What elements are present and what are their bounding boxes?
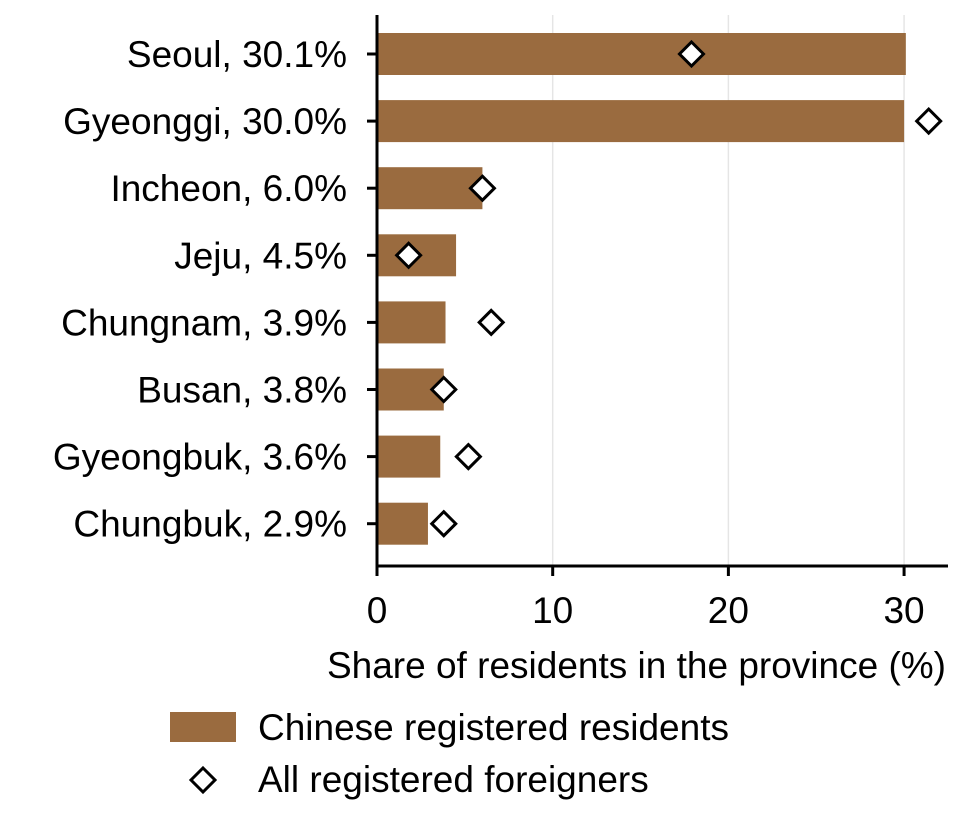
y-tick-label-0: Seoul, 30.1% [127,34,347,75]
marker-layer [394,39,943,538]
legend-label-marker: All registered foreigners [258,759,649,800]
legend-swatch-bar [170,712,236,742]
marker-1 [914,106,943,136]
marker-6 [454,442,483,471]
bar-1 [377,100,905,143]
bar-0 [377,33,906,75]
marker-7 [429,509,458,538]
y-tick-label-2: Incheon, 6.0% [110,168,347,209]
x-tick-label-3: 30 [883,590,924,631]
y-tick-label-6: Gyeongbuk, 3.6% [53,437,347,478]
marker-2 [468,174,497,203]
label-layer: Seoul, 30.1% Gyeonggi, 30.0% Incheon, 6.0%… [53,34,946,686]
y-tick-label-4: Chungnam, 3.9% [61,302,347,343]
grid-layer [551,15,905,566]
axis-layer [367,15,948,576]
marker-3 [394,241,423,270]
marker-4 [477,308,506,337]
legend: Chinese registered residents All register… [170,707,729,800]
bar-6 [377,435,441,478]
y-tick-label-1: Gyeonggi, 30.0% [63,101,347,142]
y-tick-label-5: Busan, 3.8% [137,370,347,411]
bar-4 [377,301,446,344]
bar-2 [377,167,483,210]
x-tick-label-2: 20 [708,590,749,631]
x-tick-label-1: 10 [532,590,573,631]
y-tick-label-3: Jeju, 4.5% [174,235,347,276]
legend-label-bar: Chinese registered residents [258,707,729,748]
marker-5 [429,375,458,404]
bar-7 [377,502,428,545]
bar-layer [377,33,906,545]
y-tick-label-7: Chungbuk, 2.9% [73,504,347,545]
marker-0 [677,39,706,69]
x-axis-title: Share of residents in the province (%) [327,645,946,686]
legend-swatch-marker [188,765,218,795]
x-tick-label-0: 0 [367,590,388,631]
